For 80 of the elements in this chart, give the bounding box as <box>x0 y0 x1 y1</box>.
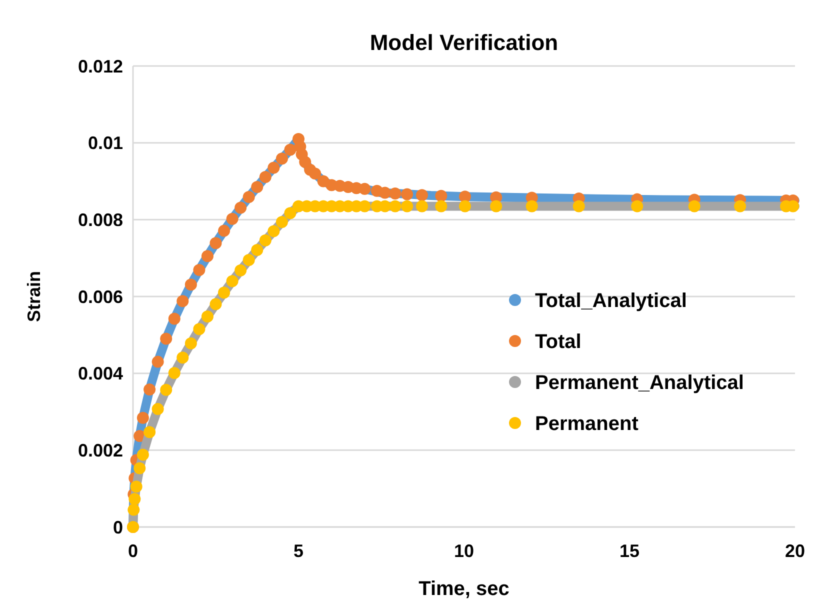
point <box>416 189 428 202</box>
chart-title: Model Verification <box>370 30 558 55</box>
point <box>184 278 197 291</box>
point <box>309 168 322 180</box>
point <box>152 356 164 368</box>
y-tick-label: 0.008 <box>78 210 123 230</box>
point <box>210 298 222 310</box>
point <box>160 332 172 345</box>
x-tick-label: 10 <box>454 541 474 561</box>
point <box>136 412 149 424</box>
point <box>416 200 428 212</box>
point <box>144 383 156 396</box>
point <box>734 200 746 212</box>
point <box>128 492 141 505</box>
point <box>193 264 206 276</box>
x-tick-label: 5 <box>293 541 304 561</box>
point <box>144 426 156 438</box>
legend-label: Total <box>535 331 582 353</box>
point <box>242 254 255 266</box>
point <box>268 225 280 238</box>
point <box>389 200 402 212</box>
x-axis-title: Time, sec <box>418 578 510 600</box>
y-tick-label: 0.002 <box>78 440 123 460</box>
point <box>251 244 264 256</box>
point <box>152 403 164 416</box>
point <box>276 216 288 228</box>
x-tick-label: 0 <box>128 541 138 561</box>
point <box>234 202 247 214</box>
point <box>389 188 402 200</box>
point <box>168 366 180 379</box>
point <box>458 200 471 212</box>
point <box>259 171 272 184</box>
point <box>631 200 644 212</box>
y-tick-label: 0.006 <box>78 286 123 307</box>
point <box>358 182 371 195</box>
point <box>284 144 296 156</box>
point <box>435 190 448 202</box>
point <box>218 286 230 299</box>
point <box>242 191 255 203</box>
legend-label: Permanent_Analytical <box>535 372 744 394</box>
y-axis-title: Strain <box>24 270 44 322</box>
point <box>130 480 142 493</box>
point <box>136 448 149 461</box>
point <box>160 384 172 396</box>
point <box>490 200 502 212</box>
point <box>134 462 146 474</box>
point <box>378 186 391 199</box>
point <box>176 295 189 308</box>
point <box>201 310 214 322</box>
y-tick-label: 0 <box>112 517 123 538</box>
point <box>458 190 471 203</box>
point <box>268 162 280 174</box>
point <box>184 337 197 350</box>
y-tick-label: 0.012 <box>78 56 123 76</box>
point <box>401 188 414 200</box>
point <box>688 200 700 212</box>
point <box>526 200 538 212</box>
point <box>251 181 264 194</box>
x-tick-label: 20 <box>784 541 806 561</box>
point <box>234 264 247 276</box>
legend-label: Total_Analytical <box>535 290 687 312</box>
point <box>128 504 140 516</box>
y-tick-label: 0.004 <box>78 364 123 384</box>
point <box>401 200 414 212</box>
point <box>193 323 206 336</box>
legend-label: Permanent <box>535 413 639 435</box>
point <box>259 234 272 246</box>
point <box>572 200 585 212</box>
point <box>168 312 180 325</box>
point <box>218 224 230 237</box>
point <box>176 352 189 364</box>
point <box>210 237 222 250</box>
y-tick-label: 0.01 <box>88 133 123 154</box>
point <box>284 207 296 220</box>
point <box>276 152 288 165</box>
point <box>226 275 238 288</box>
x-tick-label: 15 <box>619 541 640 561</box>
point <box>226 212 238 225</box>
point <box>435 200 448 212</box>
point <box>201 250 214 262</box>
